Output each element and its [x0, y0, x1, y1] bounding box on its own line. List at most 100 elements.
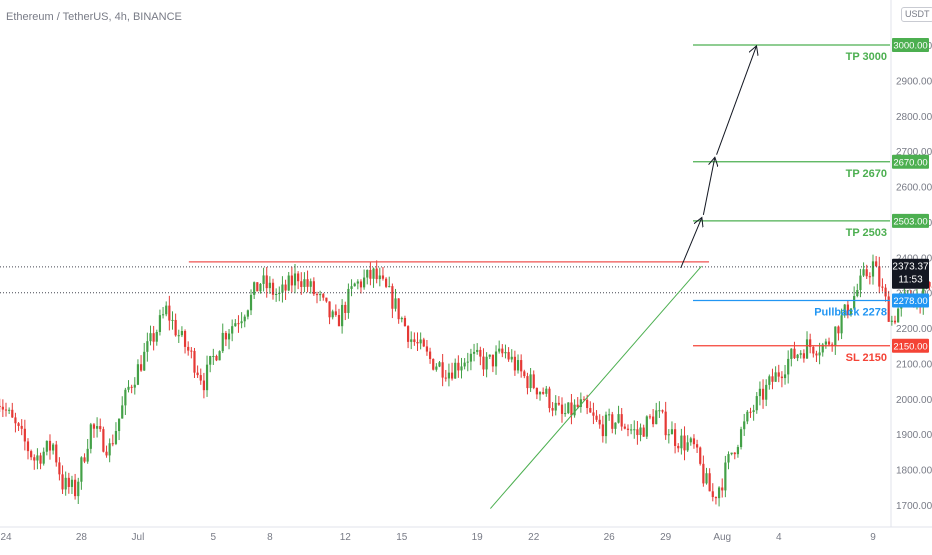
candle-body: [407, 326, 409, 342]
candle-body: [131, 387, 133, 388]
candle: [350, 279, 352, 296]
candle-body: [332, 311, 334, 317]
candle-body: [646, 416, 648, 436]
candle-body: [105, 452, 107, 456]
candle: [523, 370, 525, 378]
candle: [665, 402, 667, 440]
candle-body: [523, 371, 525, 376]
candle-body: [259, 284, 261, 291]
candle-body: [77, 482, 79, 496]
candle: [341, 299, 343, 334]
candle: [231, 320, 233, 342]
candle: [542, 388, 544, 395]
candle: [206, 356, 208, 397]
candle: [21, 419, 23, 435]
candle-body: [181, 331, 183, 335]
candle-body: [837, 327, 839, 334]
candle-body: [709, 473, 711, 491]
currency-badge[interactable]: USDT: [901, 7, 932, 22]
candle-body: [184, 331, 186, 347]
candle-body: [112, 443, 114, 444]
candle: [438, 361, 440, 367]
candle: [608, 409, 610, 421]
candle-body: [489, 355, 491, 357]
candle: [702, 456, 704, 487]
candle-body: [162, 314, 164, 315]
candle-body: [718, 487, 720, 498]
candle-body: [721, 487, 723, 490]
candle: [376, 260, 378, 283]
candle: [643, 425, 645, 437]
candle: [787, 350, 789, 383]
candle: [313, 277, 315, 296]
candle-body: [325, 298, 327, 302]
candle-body: [225, 333, 227, 339]
candle: [36, 448, 38, 469]
candle-body: [818, 352, 820, 355]
candle: [131, 385, 133, 393]
candle: [319, 291, 321, 301]
candle-body: [52, 445, 54, 451]
candle: [0, 399, 1, 412]
candle: [573, 399, 575, 417]
candle-body: [68, 478, 70, 487]
candle-body: [797, 355, 799, 358]
candle: [398, 298, 400, 324]
candle: [454, 359, 456, 379]
candle-body: [43, 452, 45, 464]
candle: [332, 310, 334, 320]
candle: [831, 342, 833, 351]
candle-body: [391, 286, 393, 309]
candle: [498, 341, 500, 354]
candle: [134, 377, 136, 394]
candle: [800, 350, 802, 358]
candle-body: [715, 497, 717, 498]
candle: [495, 345, 497, 375]
candle-body: [435, 367, 437, 370]
candle-body: [357, 281, 359, 283]
candle: [486, 352, 488, 377]
candle: [222, 324, 224, 353]
candle-body: [595, 416, 597, 420]
candle-body: [74, 480, 76, 496]
candle-body: [49, 441, 51, 451]
candle: [545, 386, 547, 397]
candle-body: [2, 407, 4, 410]
candle-body: [366, 270, 368, 278]
candle-body: [338, 315, 340, 326]
candle: [435, 363, 437, 372]
candle: [388, 277, 390, 288]
candle: [99, 419, 101, 432]
candle-body: [775, 372, 777, 381]
candle: [259, 283, 261, 294]
candle: [617, 406, 619, 424]
time-tick-label: 22: [528, 532, 540, 543]
candle: [778, 365, 780, 382]
candle-body: [316, 294, 318, 295]
candle-body: [445, 378, 447, 379]
candle-body: [894, 321, 896, 323]
candle: [793, 342, 795, 359]
candle: [354, 283, 356, 287]
candle-body: [762, 389, 764, 400]
projection-arrow: [703, 158, 714, 215]
candle: [671, 421, 673, 434]
candle: [646, 415, 648, 439]
candle: [768, 375, 770, 390]
candle: [322, 293, 324, 301]
candle: [639, 424, 641, 442]
candle-body: [416, 342, 418, 343]
candle: [797, 354, 799, 361]
candle-body: [46, 441, 48, 452]
candle: [658, 401, 660, 418]
candle: [897, 308, 899, 323]
candle-body: [124, 390, 126, 406]
candle: [278, 286, 280, 301]
level-price-tag-label: 2503.00: [893, 216, 927, 227]
candle: [5, 403, 7, 417]
candle-body: [306, 279, 308, 287]
candle: [445, 370, 447, 382]
candle: [467, 353, 469, 371]
